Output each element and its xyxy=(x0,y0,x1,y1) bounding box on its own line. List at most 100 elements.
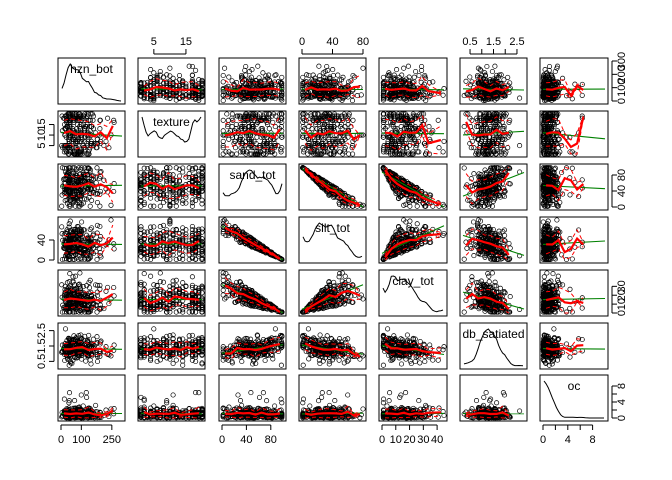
data-point xyxy=(380,74,386,80)
data-point xyxy=(309,126,315,132)
data-point xyxy=(317,77,323,83)
data-point xyxy=(160,90,167,96)
data-point xyxy=(193,96,199,102)
data-point xyxy=(230,94,236,100)
data-point xyxy=(243,63,249,70)
data-point xyxy=(326,78,332,84)
data-point xyxy=(183,81,189,87)
data-point xyxy=(471,171,477,177)
data-point xyxy=(232,145,239,151)
data-point xyxy=(229,95,235,101)
panel-frame-hzn_bot-hzn_bot xyxy=(57,57,126,105)
data-point xyxy=(229,124,235,130)
data-point xyxy=(94,256,100,263)
data-point xyxy=(173,92,179,98)
data-point xyxy=(164,89,170,95)
data-point xyxy=(242,67,248,73)
data-point xyxy=(300,90,306,96)
data-point xyxy=(186,63,192,69)
data-point xyxy=(340,74,346,80)
data-point xyxy=(87,203,93,209)
data-point xyxy=(196,97,202,103)
data-point xyxy=(176,83,183,89)
data-point xyxy=(484,63,490,70)
data-point xyxy=(413,68,419,75)
data-point xyxy=(220,72,226,79)
data-point xyxy=(505,145,511,151)
data-point xyxy=(199,85,205,92)
data-point xyxy=(272,72,278,78)
data-point xyxy=(234,151,240,157)
spread-line-upper xyxy=(304,75,361,87)
data-point xyxy=(97,203,103,209)
data-point xyxy=(141,165,147,171)
data-point xyxy=(246,68,253,75)
data-point xyxy=(436,145,442,151)
data-point xyxy=(241,77,247,83)
data-point xyxy=(517,143,523,149)
data-point xyxy=(241,92,248,98)
spread-line-upper xyxy=(143,78,200,87)
data-point xyxy=(307,93,313,99)
data-point xyxy=(348,78,354,84)
data-point xyxy=(279,90,285,96)
data-point xyxy=(59,224,65,230)
data-point xyxy=(430,79,436,85)
data-point xyxy=(330,67,336,73)
data-point xyxy=(196,83,202,89)
data-point xyxy=(505,74,511,80)
data-point xyxy=(337,77,343,83)
data-point xyxy=(245,94,251,100)
data-point xyxy=(316,63,322,69)
data-point xyxy=(167,65,173,71)
data-point xyxy=(154,93,160,99)
data-point xyxy=(266,72,272,78)
data-point xyxy=(256,82,263,88)
data-point xyxy=(426,124,432,130)
data-point xyxy=(256,75,262,81)
data-point xyxy=(164,93,170,99)
data-point xyxy=(226,74,232,80)
data-point xyxy=(256,96,262,102)
data-point xyxy=(461,165,467,171)
data-point xyxy=(517,95,523,101)
data-point xyxy=(186,165,192,171)
data-point xyxy=(103,138,109,144)
data-point xyxy=(189,63,195,70)
data-point xyxy=(360,65,366,71)
data-point xyxy=(176,173,183,179)
data-point xyxy=(391,72,397,78)
data-point xyxy=(176,72,183,79)
data-point xyxy=(167,95,173,101)
data-point xyxy=(331,92,338,98)
data-point xyxy=(304,72,310,78)
panel-frame-hzn_bot-texture xyxy=(137,57,206,105)
diagonal-label-hzn_bot: hzn_bot xyxy=(70,62,113,76)
data-point xyxy=(435,117,441,123)
data-point xyxy=(266,126,272,132)
density-curve-hzn_bot xyxy=(61,62,122,102)
diagonal-label-texture: texture xyxy=(153,115,190,129)
data-point xyxy=(266,93,272,99)
data-point xyxy=(199,92,205,98)
data-point xyxy=(199,82,205,88)
data-point xyxy=(97,188,104,195)
data-point xyxy=(220,138,226,144)
data-point xyxy=(94,136,100,142)
data-point xyxy=(414,203,420,209)
smooth-line xyxy=(143,85,200,93)
data-point xyxy=(411,74,417,80)
data-point xyxy=(240,94,246,101)
data-point xyxy=(220,79,226,85)
data-point xyxy=(300,93,306,99)
data-point xyxy=(273,93,279,99)
data-point xyxy=(224,111,230,117)
data-point xyxy=(170,81,176,87)
data-point xyxy=(138,93,144,99)
data-point xyxy=(148,82,154,89)
data-point xyxy=(151,203,157,209)
data-point xyxy=(220,98,226,104)
diagonal-label-sand_tot: sand_tot xyxy=(229,168,276,182)
spread-line-lower xyxy=(143,94,199,99)
